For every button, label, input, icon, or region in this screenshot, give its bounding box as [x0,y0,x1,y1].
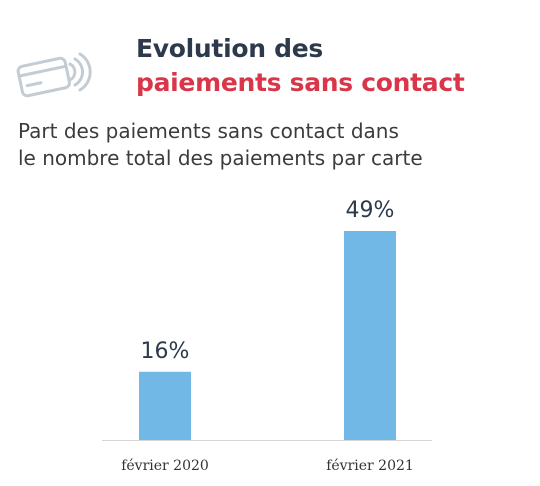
chart-subtitle: Part des paiements sans contact dans le … [18,118,423,172]
bar-1 [139,371,191,440]
subtitle-line-2: le nombre total des paiements par carte [18,146,423,170]
x-tick-label-1: février 2020 [121,458,209,474]
x-tick-label-2: février 2021 [326,458,414,474]
data-label-2: 49% [346,198,395,223]
contactless-card-icon [16,52,92,98]
data-label-1: 16% [141,339,190,364]
subtitle-line-1: Part des paiements sans contact dans [18,119,399,143]
bar-2 [344,231,396,440]
title-line-2: paiements sans contact [136,68,465,97]
title-line-1: Evolution des [136,34,323,63]
